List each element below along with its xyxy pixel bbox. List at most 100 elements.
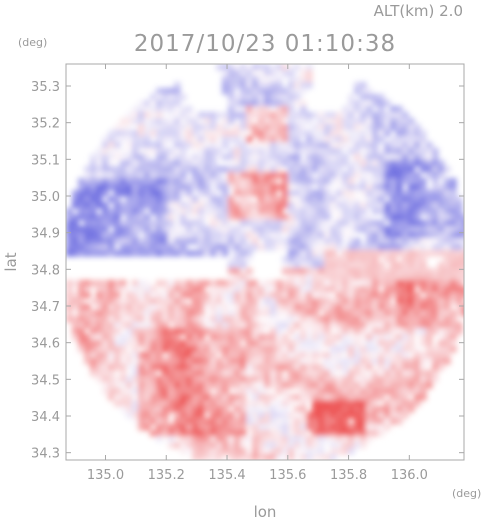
echo-cell xyxy=(372,166,379,173)
echo-cell xyxy=(162,292,169,299)
echo-cell xyxy=(198,220,205,227)
echo-cell xyxy=(192,160,199,167)
echo-cell xyxy=(342,298,349,305)
echo-cell xyxy=(354,400,361,407)
echo-cell xyxy=(348,310,355,317)
echo-cell xyxy=(228,256,235,263)
echo-cell xyxy=(336,442,343,449)
echo-cell xyxy=(420,388,427,395)
echo-cell xyxy=(132,316,139,323)
echo-cell xyxy=(270,232,277,239)
echo-cell xyxy=(414,238,421,245)
echo-cell xyxy=(378,160,385,167)
echo-cell xyxy=(408,238,415,245)
echo-cell xyxy=(216,376,223,383)
echo-cell xyxy=(396,394,403,401)
echo-cell xyxy=(258,394,265,401)
echo-cell xyxy=(378,274,385,281)
echo-cell xyxy=(198,304,205,311)
echo-cell xyxy=(306,352,313,359)
echo-cell xyxy=(162,316,169,323)
echo-cell xyxy=(180,94,187,101)
echo-cell xyxy=(168,286,175,293)
echo-cell xyxy=(396,274,403,281)
echo-cell xyxy=(450,268,457,275)
echo-cell xyxy=(102,160,109,167)
echo-cell xyxy=(258,352,265,359)
echo-cell xyxy=(168,232,175,239)
echo-cell xyxy=(318,232,325,239)
echo-cell xyxy=(360,400,367,407)
echo-cell xyxy=(186,430,193,437)
echo-cell xyxy=(420,226,427,233)
echo-cell xyxy=(72,238,79,245)
echo-cell xyxy=(156,178,163,185)
echo-cell xyxy=(156,124,163,131)
echo-cell xyxy=(444,328,451,335)
echo-cell xyxy=(132,214,139,221)
echo-cell xyxy=(312,436,319,443)
echo-cell xyxy=(270,238,277,245)
echo-cell xyxy=(156,136,163,143)
echo-cell xyxy=(252,310,259,317)
echo-cell xyxy=(144,184,151,191)
echo-cell xyxy=(300,358,307,365)
echo-cell xyxy=(210,358,217,365)
echo-cell xyxy=(132,226,139,233)
echo-cell xyxy=(258,388,265,395)
echo-cell xyxy=(372,268,379,275)
echo-cell xyxy=(150,142,157,149)
echo-cell xyxy=(318,124,325,131)
echo-cell xyxy=(108,316,115,323)
echo-cell xyxy=(384,118,391,125)
echo-cell xyxy=(342,262,349,269)
echo-cell xyxy=(354,388,361,395)
echo-cell xyxy=(276,418,283,425)
echo-cell xyxy=(438,160,445,167)
echo-cell xyxy=(300,178,307,185)
echo-cell xyxy=(174,184,181,191)
echo-cell xyxy=(168,334,175,341)
echo-cell xyxy=(198,286,205,293)
echo-cell xyxy=(228,286,235,293)
echo-cell xyxy=(126,304,133,311)
echo-cell xyxy=(66,232,73,239)
echo-cell xyxy=(180,208,187,215)
echo-cell xyxy=(282,64,289,71)
echo-cell xyxy=(318,334,325,341)
echo-cell xyxy=(234,418,241,425)
echo-cell xyxy=(90,322,97,329)
echo-cell xyxy=(90,202,97,209)
echo-cell xyxy=(150,388,157,395)
echo-cell xyxy=(132,286,139,293)
echo-cell xyxy=(240,250,247,257)
echo-cell xyxy=(240,214,247,221)
echo-cell xyxy=(294,226,301,233)
echo-cell xyxy=(360,340,367,347)
echo-cell xyxy=(198,334,205,341)
echo-cell xyxy=(462,292,464,299)
echo-cell xyxy=(360,268,367,275)
echo-cell xyxy=(384,316,391,323)
echo-cell xyxy=(222,244,229,251)
echo-cell xyxy=(258,346,265,353)
echo-cell xyxy=(108,148,115,155)
echo-cell xyxy=(408,334,415,341)
echo-cell xyxy=(156,112,163,119)
echo-cell xyxy=(234,208,241,215)
echo-cell xyxy=(90,310,97,317)
echo-cell xyxy=(378,154,385,161)
echo-cell xyxy=(210,202,217,209)
echo-cell xyxy=(102,202,109,209)
echo-cell xyxy=(252,214,259,221)
echo-cell xyxy=(324,244,331,251)
echo-cell xyxy=(414,154,421,161)
echo-cell xyxy=(222,316,229,323)
echo-cell xyxy=(234,388,241,395)
echo-cell xyxy=(432,274,439,281)
echo-cell xyxy=(276,310,283,317)
echo-cell xyxy=(216,280,223,287)
echo-cell xyxy=(408,340,415,347)
echo-cell xyxy=(384,352,391,359)
echo-cell xyxy=(282,148,289,155)
